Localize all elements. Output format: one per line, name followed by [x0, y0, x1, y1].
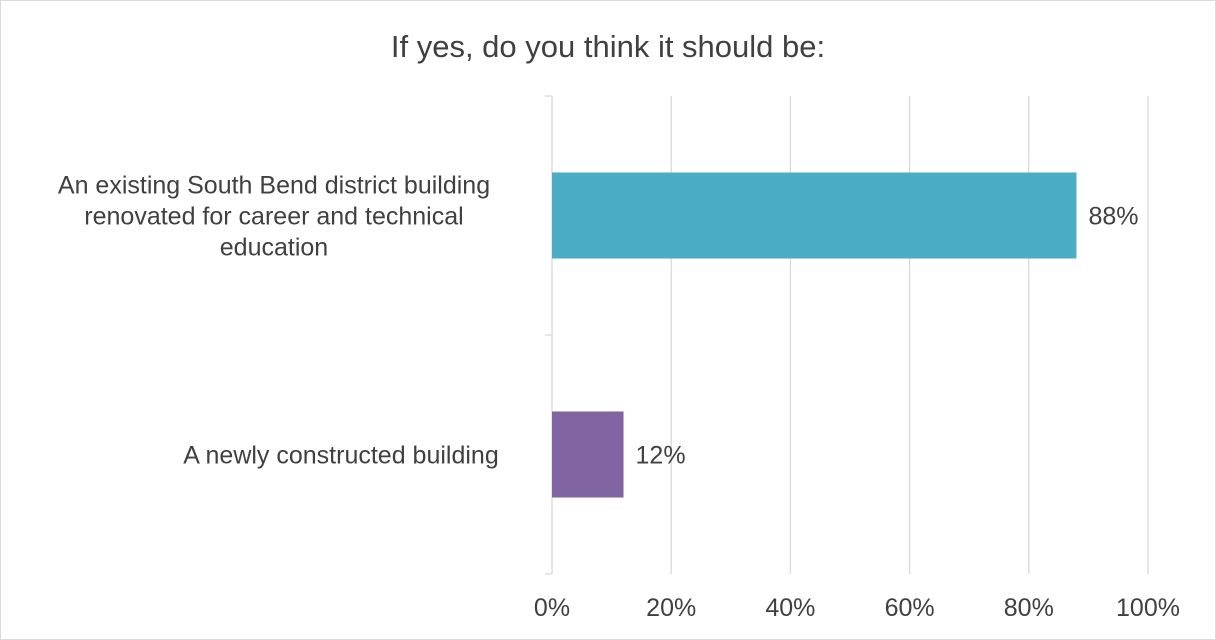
chart-title: If yes, do you think it should be:	[391, 29, 825, 64]
category-label: An existing South Bend district building…	[58, 172, 490, 262]
data-label: 88%	[1088, 203, 1138, 231]
x-tick-label: 100%	[1116, 594, 1180, 622]
category-label-line: renovated for career and technical	[84, 203, 463, 231]
x-tick-label: 40%	[765, 594, 815, 622]
category-label: A newly constructed building	[183, 442, 498, 470]
x-tick-label: 60%	[885, 594, 935, 622]
data-label: 12%	[636, 442, 686, 470]
bar	[552, 411, 624, 498]
category-label-line: A newly constructed building	[183, 442, 498, 470]
category-label-line: An existing South Bend district building	[58, 172, 490, 200]
x-tick-label: 20%	[646, 594, 696, 622]
category-label-line: education	[220, 234, 328, 262]
x-tick-label: 80%	[1004, 594, 1054, 622]
bar	[552, 172, 1077, 259]
x-tick-label: 0%	[534, 594, 570, 622]
